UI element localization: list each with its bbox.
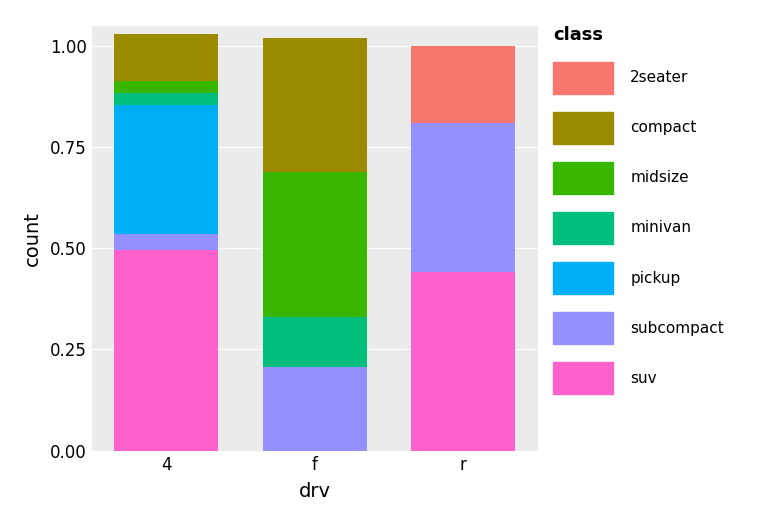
Bar bbox=[114, 93, 218, 105]
Bar bbox=[114, 81, 218, 93]
Bar bbox=[114, 105, 218, 234]
Bar bbox=[412, 46, 515, 123]
Text: subcompact: subcompact bbox=[631, 321, 724, 335]
Bar bbox=[114, 34, 218, 81]
Bar bbox=[263, 317, 367, 367]
Bar bbox=[263, 367, 367, 451]
Bar bbox=[553, 362, 613, 394]
Text: suv: suv bbox=[631, 371, 657, 386]
Bar bbox=[553, 162, 613, 194]
Bar bbox=[412, 123, 515, 272]
Bar bbox=[553, 312, 613, 345]
X-axis label: drv: drv bbox=[299, 482, 331, 501]
Bar bbox=[114, 250, 218, 451]
Bar bbox=[553, 211, 613, 244]
Bar bbox=[263, 38, 367, 172]
Text: pickup: pickup bbox=[631, 270, 680, 286]
Bar bbox=[553, 112, 613, 144]
Bar bbox=[553, 61, 613, 94]
Bar bbox=[114, 234, 218, 250]
Bar bbox=[412, 272, 515, 451]
Bar bbox=[263, 172, 367, 317]
Text: compact: compact bbox=[631, 120, 697, 135]
Y-axis label: count: count bbox=[22, 210, 41, 266]
Text: 2seater: 2seater bbox=[631, 70, 689, 86]
Bar bbox=[553, 262, 613, 294]
Text: class: class bbox=[553, 26, 603, 44]
Text: minivan: minivan bbox=[631, 221, 691, 236]
Text: midsize: midsize bbox=[631, 170, 689, 185]
